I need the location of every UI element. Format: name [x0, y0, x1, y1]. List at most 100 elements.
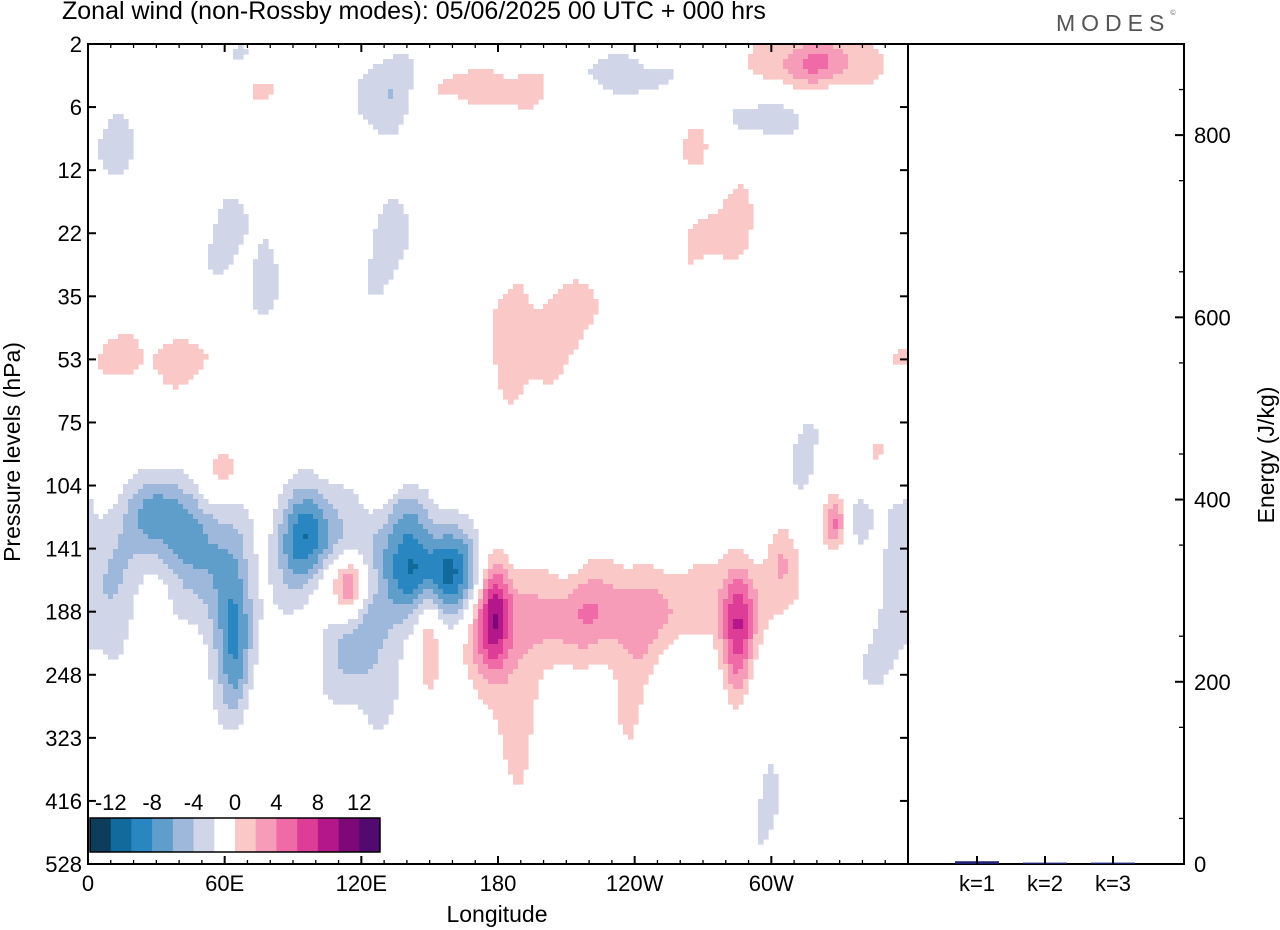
field-cell — [493, 344, 499, 350]
field-cell — [513, 609, 519, 615]
field-cell — [443, 529, 449, 535]
field-cell — [203, 564, 209, 570]
field-cell — [158, 574, 164, 580]
field-cell — [408, 584, 414, 590]
field-cell — [493, 89, 499, 95]
field-cell — [568, 294, 574, 300]
field-cell — [243, 579, 249, 585]
field-cell — [108, 619, 114, 625]
field-cell — [88, 529, 94, 535]
field-cell — [253, 564, 259, 570]
field-cell — [248, 554, 254, 560]
field-cell — [298, 529, 304, 535]
field-cell — [703, 224, 709, 230]
field-cell — [498, 549, 504, 555]
field-cell — [493, 634, 499, 640]
field-cell — [148, 559, 154, 565]
field-cell — [403, 564, 409, 570]
field-cell — [403, 629, 409, 635]
field-cell — [598, 639, 604, 645]
field-cell — [128, 139, 134, 145]
field-cell — [173, 469, 179, 475]
field-cell — [323, 554, 329, 560]
field-cell — [393, 204, 399, 210]
field-cell — [798, 54, 804, 60]
field-cell — [563, 614, 569, 620]
field-cell — [498, 579, 504, 585]
field-cell — [618, 64, 624, 70]
field-cell — [208, 639, 214, 645]
field-cell — [143, 524, 149, 530]
field-cell — [608, 84, 614, 90]
field-cell — [388, 499, 394, 505]
field-cell — [248, 544, 254, 550]
field-cell — [473, 84, 479, 90]
field-cell — [713, 599, 719, 605]
field-cell — [498, 89, 504, 95]
field-cell — [378, 564, 384, 570]
field-cell — [253, 284, 259, 290]
field-cell — [118, 339, 124, 345]
field-cell — [268, 254, 274, 260]
field-cell — [388, 569, 394, 575]
field-cell — [113, 554, 119, 560]
field-cell — [248, 604, 254, 610]
field-cell — [193, 489, 199, 495]
field-cell — [893, 579, 899, 585]
field-cell — [688, 154, 694, 160]
field-cell — [763, 599, 769, 605]
field-cell — [688, 234, 694, 240]
field-cell — [338, 489, 344, 495]
field-cell — [203, 504, 209, 510]
field-cell — [213, 619, 219, 625]
field-cell — [418, 554, 424, 560]
field-cell — [303, 599, 309, 605]
field-cell — [668, 639, 674, 645]
field-cell — [178, 524, 184, 530]
field-cell — [238, 604, 244, 610]
field-cell — [873, 449, 879, 455]
field-cell — [428, 584, 434, 590]
field-cell — [553, 649, 559, 655]
field-cell — [743, 559, 749, 565]
field-cell — [238, 614, 244, 620]
field-cell — [213, 524, 219, 530]
field-cell — [198, 629, 204, 635]
field-cell — [423, 629, 429, 635]
field-cell — [558, 599, 564, 605]
field-cell — [573, 624, 579, 630]
field-cell — [708, 589, 714, 595]
field-cell — [318, 499, 324, 505]
field-cell — [633, 629, 639, 635]
field-cell — [713, 219, 719, 225]
field-cell — [503, 619, 509, 625]
field-cell — [403, 614, 409, 620]
field-cell — [388, 219, 394, 225]
field-cell — [578, 579, 584, 585]
field-cell — [543, 359, 549, 365]
field-cell — [833, 509, 839, 515]
field-cell — [783, 579, 789, 585]
field-cell — [123, 484, 129, 490]
field-cell — [198, 619, 204, 625]
field-cell — [133, 574, 139, 580]
field-cell — [798, 479, 804, 485]
field-cell — [418, 534, 424, 540]
field-cell — [538, 324, 544, 330]
field-cell — [393, 94, 399, 100]
field-cell — [583, 284, 589, 290]
field-cell — [363, 619, 369, 625]
field-cell — [213, 269, 219, 275]
field-cell — [578, 644, 584, 650]
field-cell — [498, 589, 504, 595]
field-cell — [693, 614, 699, 620]
field-cell — [433, 554, 439, 560]
field-cell — [753, 634, 759, 640]
field-cell — [573, 299, 579, 305]
field-cell — [258, 284, 264, 290]
field-cell — [183, 589, 189, 595]
field-cell — [438, 84, 444, 90]
modes-logo: MODES© — [1056, 10, 1176, 37]
field-cell — [698, 629, 704, 635]
field-cell — [368, 539, 374, 545]
